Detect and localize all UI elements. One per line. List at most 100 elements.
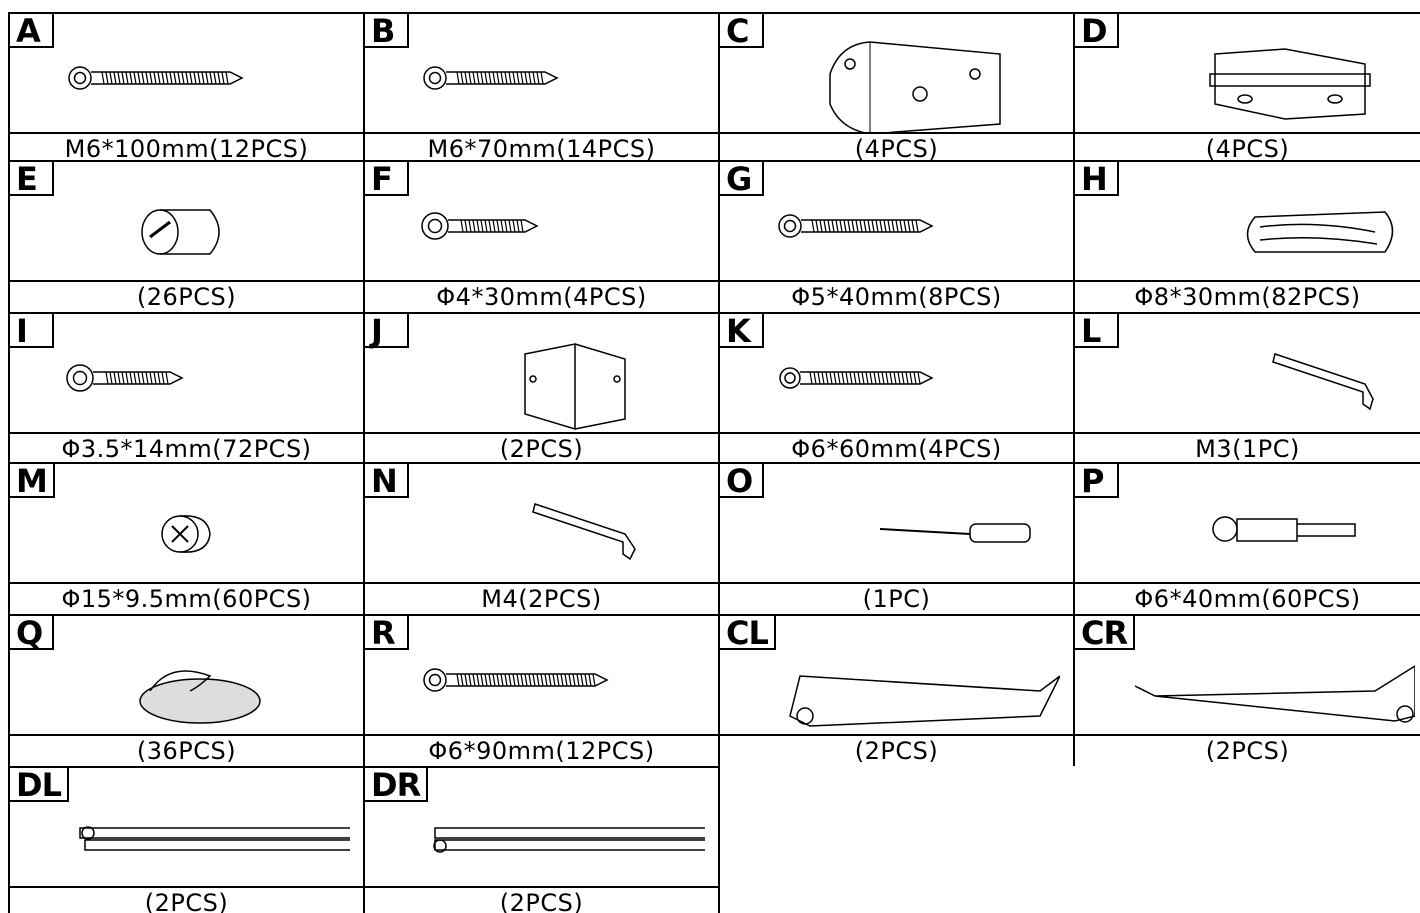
part-label: Φ6*90mm(12PCS) bbox=[428, 737, 655, 765]
part-image: F bbox=[365, 162, 718, 282]
part-letter: L bbox=[1075, 314, 1119, 348]
part-label: Φ15*9.5mm(60PCS) bbox=[61, 585, 312, 613]
part-label: (4PCS) bbox=[1205, 135, 1290, 163]
part-letter: B bbox=[365, 14, 409, 48]
part-image: D bbox=[1075, 14, 1420, 134]
part-letter: P bbox=[1075, 464, 1119, 498]
part-icon bbox=[778, 214, 934, 238]
part-letter: H bbox=[1075, 162, 1119, 196]
part-image: C bbox=[720, 14, 1073, 134]
part-icon bbox=[1209, 48, 1371, 120]
part-cell: O (1PC) bbox=[718, 462, 1075, 614]
part-cell: I Φ3.5*14mm(72PCS) bbox=[8, 312, 365, 464]
part-label: M3(1PC) bbox=[1195, 435, 1300, 463]
part-cell: E (26PCS) bbox=[8, 160, 365, 312]
part-letter: C bbox=[720, 14, 764, 48]
part-label: (1PC) bbox=[862, 585, 931, 613]
part-image: O bbox=[720, 464, 1073, 584]
part-image: M bbox=[10, 464, 363, 584]
part-letter: A bbox=[10, 14, 54, 48]
part-letter: O bbox=[720, 464, 764, 498]
part-letter: I bbox=[10, 314, 54, 348]
part-image: G bbox=[720, 162, 1073, 282]
part-icon bbox=[532, 503, 636, 561]
part-image: CR bbox=[1075, 616, 1420, 736]
part-label: M6*70mm(14PCS) bbox=[427, 135, 656, 163]
part-icon bbox=[68, 66, 244, 90]
part-icon bbox=[423, 66, 559, 90]
part-label: (26PCS) bbox=[136, 283, 237, 311]
part-cell: C (4PCS) bbox=[718, 12, 1075, 164]
part-label: M6*100mm(12PCS) bbox=[64, 135, 309, 163]
part-image: L bbox=[1075, 314, 1420, 434]
part-cell: CR (2PCS) bbox=[1073, 614, 1420, 766]
part-image: H bbox=[1075, 162, 1420, 282]
part-icon bbox=[879, 523, 1031, 543]
part-icon bbox=[1246, 211, 1394, 253]
part-letter: K bbox=[720, 314, 764, 348]
part-label: (2PCS) bbox=[854, 737, 939, 765]
part-label: (4PCS) bbox=[854, 135, 939, 163]
part-icon bbox=[141, 209, 220, 255]
part-image: CL bbox=[720, 616, 1073, 736]
part-image: I bbox=[10, 314, 363, 434]
part-cell: P Φ6*40mm(60PCS) bbox=[1073, 462, 1420, 614]
part-icon bbox=[789, 675, 1060, 727]
part-letter: DR bbox=[365, 768, 429, 802]
part-image: DR bbox=[365, 768, 718, 888]
part-cell: L M3(1PC) bbox=[1073, 312, 1420, 464]
part-image: Q bbox=[10, 616, 363, 736]
part-label: (2PCS) bbox=[1205, 737, 1290, 765]
part-letter: R bbox=[365, 616, 409, 650]
part-label: Φ6*40mm(60PCS) bbox=[1134, 585, 1361, 613]
part-image: E bbox=[10, 162, 363, 282]
part-letter: CR bbox=[1075, 616, 1136, 650]
part-letter: CL bbox=[720, 616, 776, 650]
part-icon bbox=[139, 670, 261, 724]
part-cell: DL (2PCS) bbox=[8, 766, 365, 913]
part-image: B bbox=[365, 14, 718, 134]
part-cell: N M4(2PCS) bbox=[363, 462, 720, 614]
part-label: Φ8*30mm(82PCS) bbox=[1134, 283, 1361, 311]
part-letter: M bbox=[10, 464, 55, 498]
part-cell: DR (2PCS) bbox=[363, 766, 720, 913]
part-icon bbox=[433, 827, 705, 853]
part-icon bbox=[161, 515, 211, 553]
part-cell: H Φ8*30mm(82PCS) bbox=[1073, 160, 1420, 312]
part-cell: R Φ6*90mm(12PCS) bbox=[363, 614, 720, 766]
part-icon bbox=[829, 41, 1001, 134]
part-image: P bbox=[1075, 464, 1420, 584]
part-icon bbox=[524, 343, 626, 431]
part-label: Φ6*60mm(4PCS) bbox=[791, 435, 1002, 463]
part-letter: E bbox=[10, 162, 54, 196]
part-icon bbox=[79, 826, 350, 851]
part-label: Φ4*30mm(4PCS) bbox=[436, 283, 647, 311]
part-icon bbox=[423, 668, 609, 692]
part-label: (2PCS) bbox=[499, 889, 584, 913]
part-icon bbox=[1134, 665, 1415, 723]
part-letter: G bbox=[720, 162, 764, 196]
part-image: N bbox=[365, 464, 718, 584]
part-icon bbox=[1272, 353, 1374, 411]
part-letter: D bbox=[1075, 14, 1119, 48]
part-label: Φ5*40mm(8PCS) bbox=[791, 283, 1002, 311]
part-cell: Q (36PCS) bbox=[8, 614, 365, 766]
part-icon bbox=[779, 367, 934, 389]
part-label: (2PCS) bbox=[144, 889, 229, 913]
part-cell: CL (2PCS) bbox=[718, 614, 1075, 766]
part-letter: DL bbox=[10, 768, 69, 802]
part-cell: M Φ15*9.5mm(60PCS) bbox=[8, 462, 365, 614]
part-image: R bbox=[365, 616, 718, 736]
part-image: A bbox=[10, 14, 363, 134]
part-letter: Q bbox=[10, 616, 54, 650]
part-cell: B M6*70mm(14PCS) bbox=[363, 12, 720, 164]
part-cell: K Φ6*60mm(4PCS) bbox=[718, 312, 1075, 464]
part-cell: G Φ5*40mm(8PCS) bbox=[718, 160, 1075, 312]
part-icon bbox=[66, 364, 184, 392]
part-label: Φ3.5*14mm(72PCS) bbox=[61, 435, 312, 463]
part-label: (2PCS) bbox=[499, 435, 584, 463]
part-icon bbox=[1212, 516, 1356, 542]
part-icon bbox=[421, 212, 539, 240]
part-letter: N bbox=[365, 464, 409, 498]
